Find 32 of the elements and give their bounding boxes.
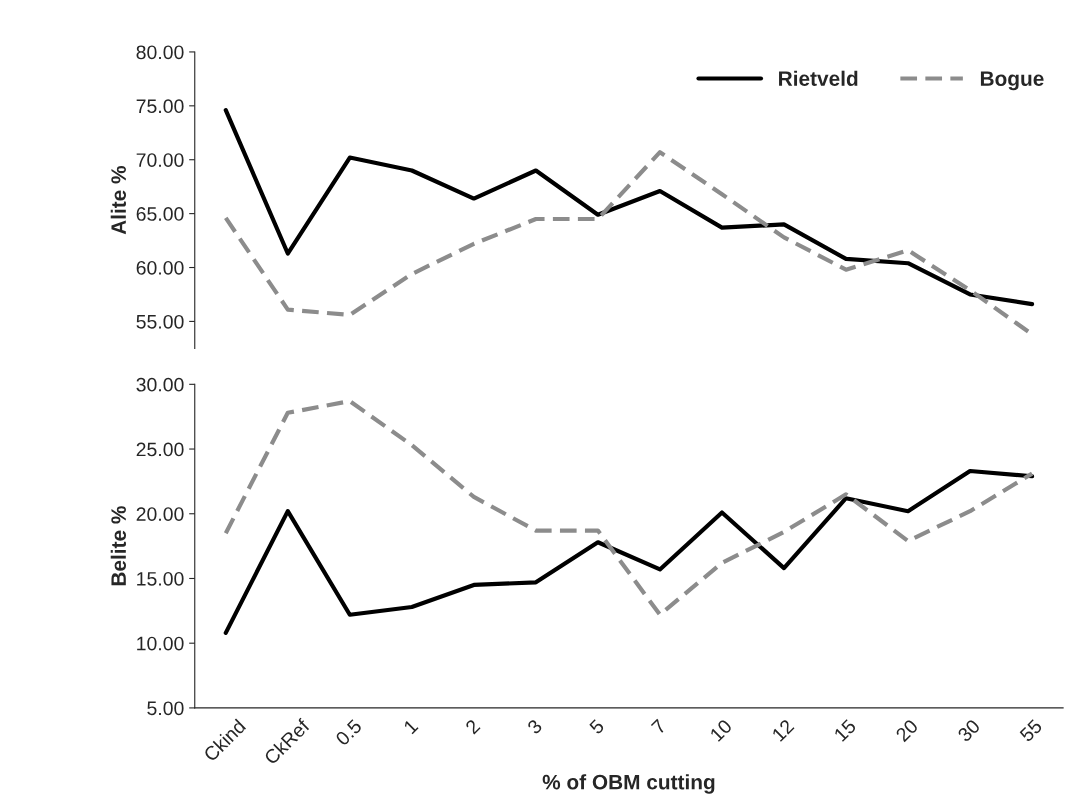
- y-tick-label: 80.00: [136, 45, 184, 60]
- y-axis-title: Belite %: [110, 506, 127, 586]
- x-tick-label: 7: [650, 718, 667, 735]
- y-tick-label: 15.00: [137, 571, 184, 586]
- x-tick-label: 1: [403, 718, 419, 735]
- x-tick-label: 15: [833, 718, 857, 742]
- legend-label: Rietveld: [779, 70, 858, 86]
- line-series: [223, 108, 1035, 307]
- x-tick-label: 55: [1019, 718, 1043, 743]
- y-tick-label: 5.00: [147, 701, 184, 716]
- x-tick-label: 30: [956, 718, 981, 743]
- y-tick-label: 75.00: [136, 99, 184, 114]
- y-tick-label: 20.00: [136, 507, 184, 521]
- line-series: [223, 468, 1035, 635]
- y-axis-title: Alite %: [110, 165, 127, 235]
- y-tick-label: 30.00: [136, 377, 184, 392]
- x-tick-label: 5: [588, 718, 605, 735]
- x-tick-label: 10: [709, 718, 733, 742]
- y-tick-label: 70.00: [136, 153, 184, 167]
- legend-label: Bogue: [980, 71, 1044, 91]
- x-tick-label: 20: [895, 718, 919, 743]
- y-tick-label: 65.00: [136, 207, 184, 221]
- y-tick-label: 25.00: [136, 442, 184, 457]
- x-tick-label: 2: [464, 718, 481, 735]
- line-series: [223, 399, 1035, 617]
- y-tick-label: 55.00: [136, 314, 184, 329]
- x-axis-title: % of OBM cutting: [542, 774, 715, 794]
- y-tick-label: 60.00: [136, 260, 184, 275]
- x-tick-label: 12: [771, 718, 795, 742]
- x-tick-label: 0.5: [334, 718, 363, 747]
- x-tick-label: 3: [526, 718, 543, 735]
- y-tick-label: 10.00: [137, 636, 184, 651]
